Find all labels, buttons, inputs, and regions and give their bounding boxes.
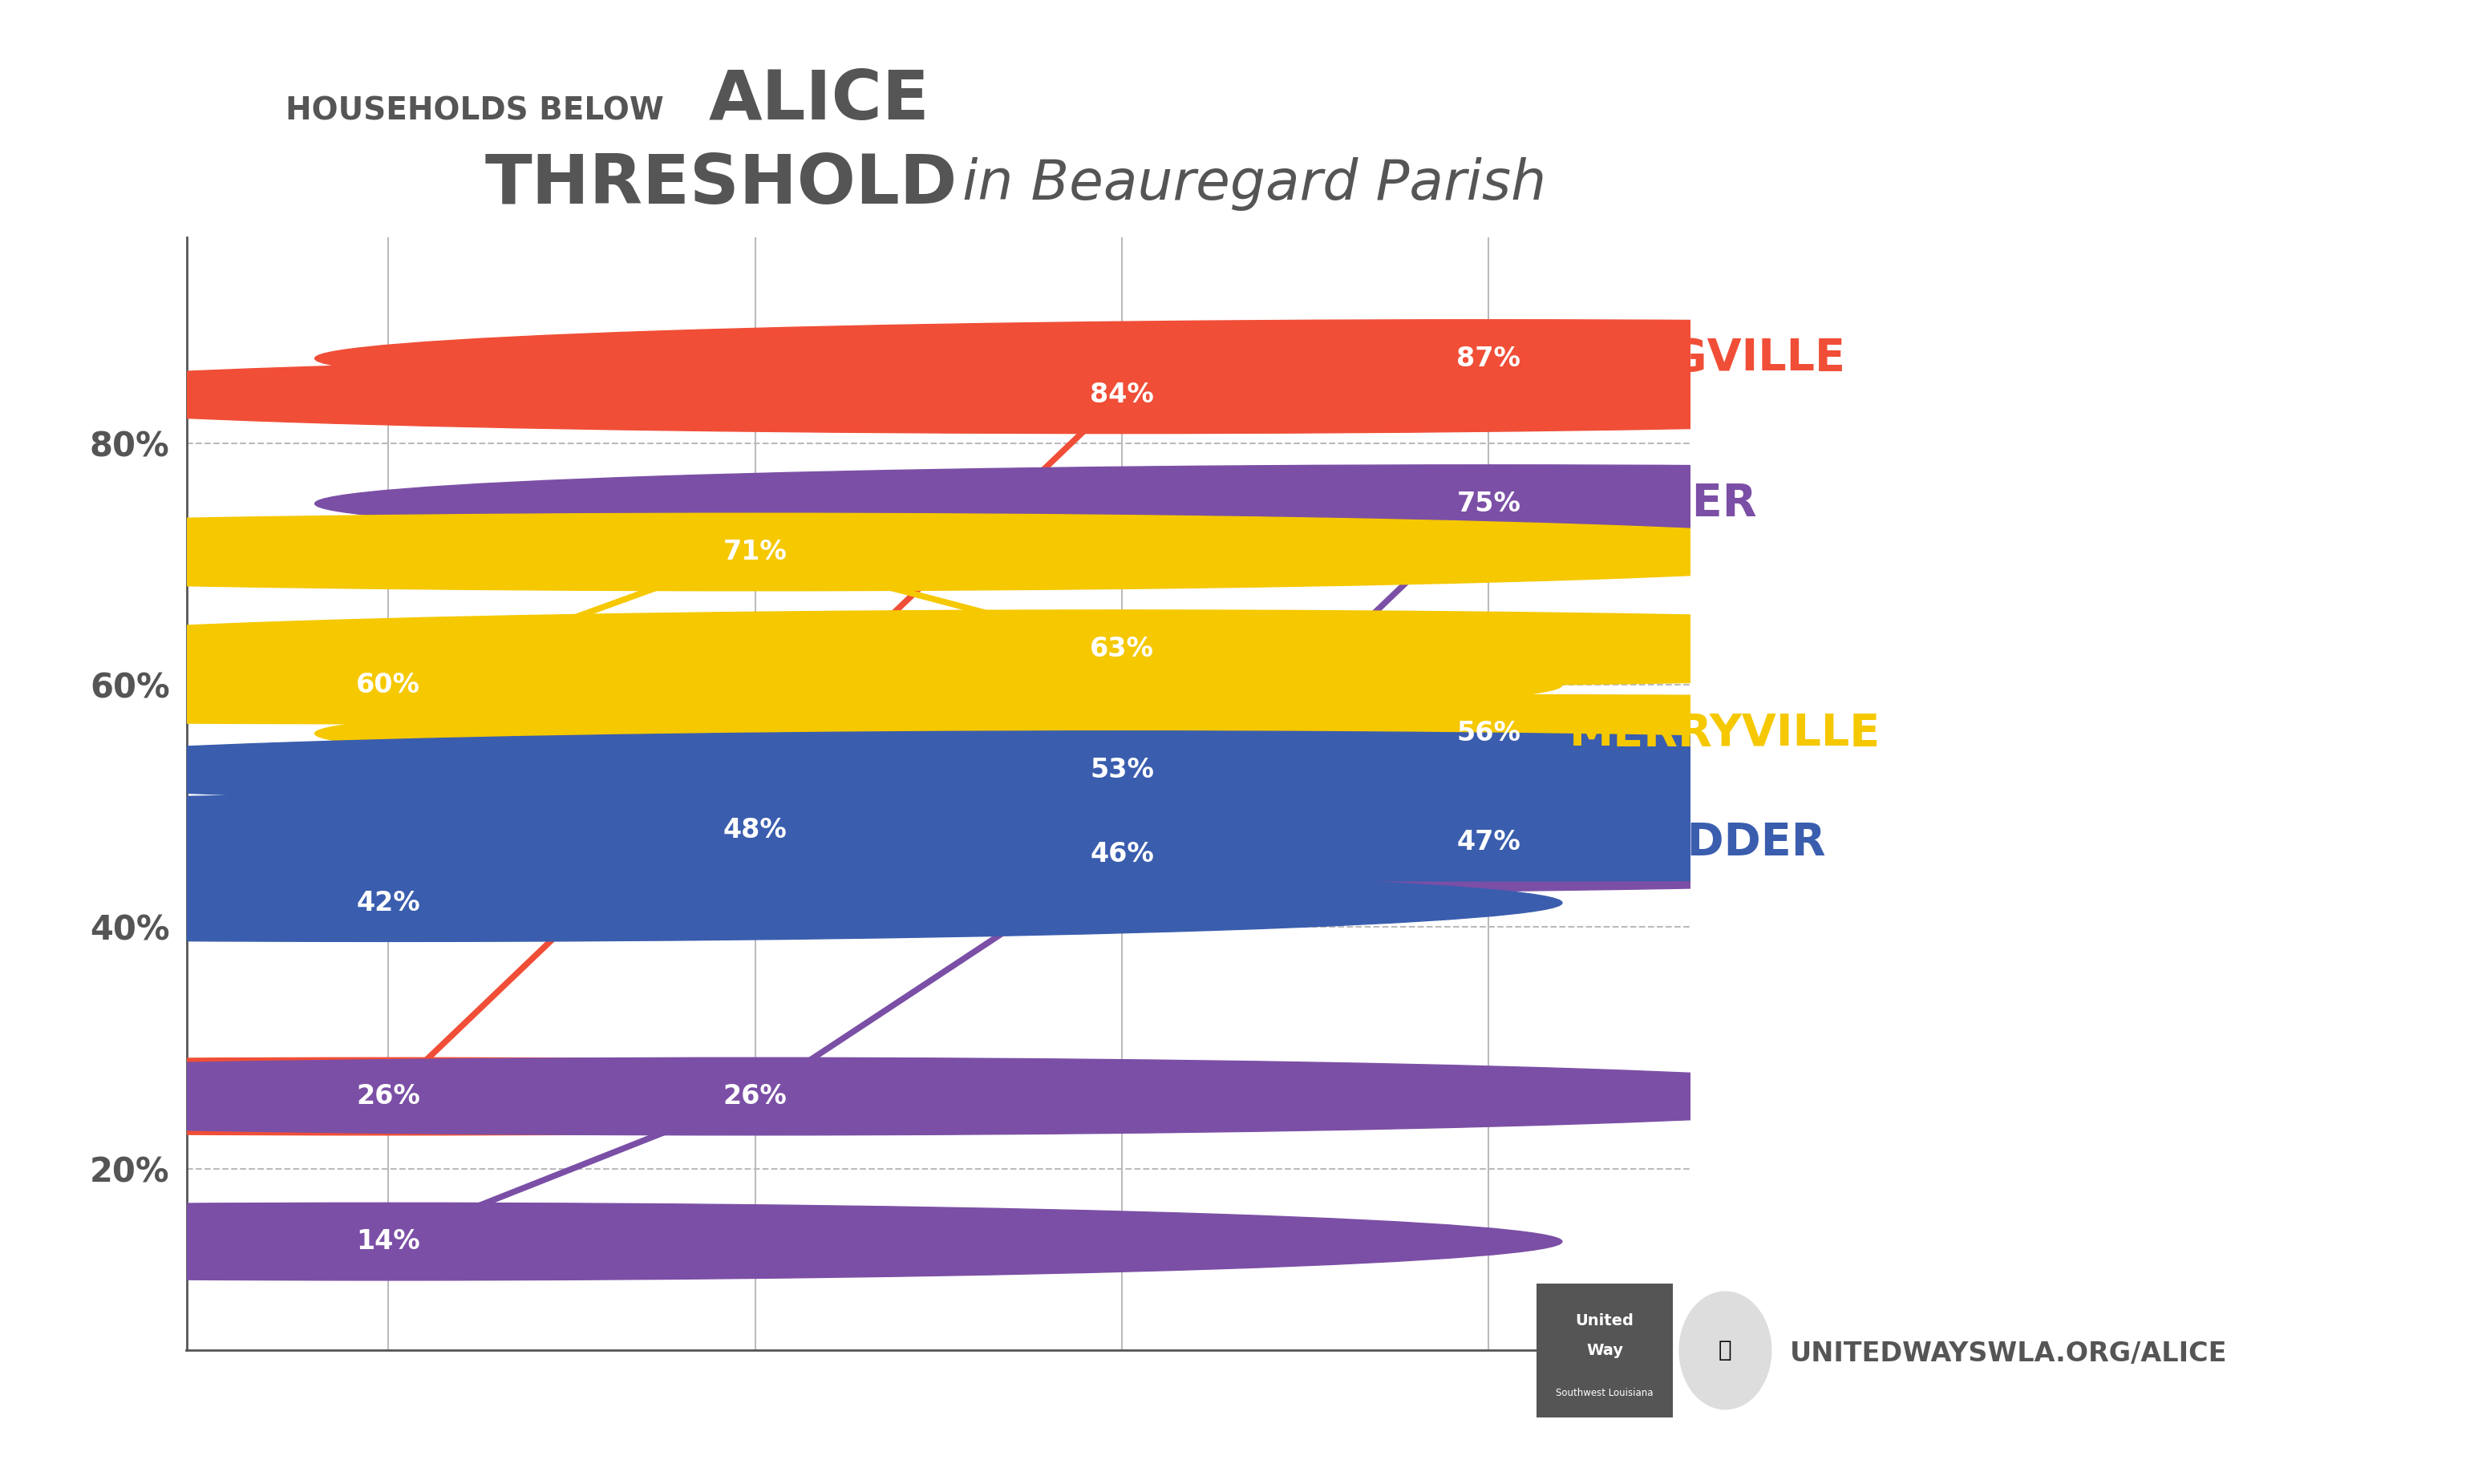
- Text: 14%: 14%: [355, 1229, 420, 1255]
- Text: DERIDDER: DERIDDER: [1569, 821, 1827, 864]
- Circle shape: [0, 1058, 1929, 1135]
- Text: 47%: 47%: [1457, 830, 1521, 856]
- Circle shape: [0, 732, 2295, 809]
- Text: Southwest Louisiana: Southwest Louisiana: [1556, 1388, 1653, 1398]
- Circle shape: [316, 319, 2486, 398]
- Text: Way: Way: [1586, 1343, 1623, 1358]
- Text: 26%: 26%: [723, 1083, 788, 1110]
- Circle shape: [0, 816, 2295, 893]
- Circle shape: [316, 695, 2486, 772]
- Text: 🌐: 🌐: [1718, 1339, 1733, 1362]
- Text: 63%: 63%: [1089, 635, 1154, 662]
- Text: 46%: 46%: [1089, 841, 1154, 868]
- Text: 56%: 56%: [1457, 720, 1521, 746]
- Circle shape: [316, 464, 2486, 542]
- Text: in Beauregard Parish: in Beauregard Parish: [945, 157, 1546, 211]
- Circle shape: [0, 864, 1561, 941]
- Circle shape: [0, 1204, 1561, 1281]
- Text: UNITEDWAYSWLA.ORG/ALICE: UNITEDWAYSWLA.ORG/ALICE: [1790, 1340, 2227, 1367]
- Circle shape: [0, 647, 1561, 724]
- Text: United: United: [1576, 1313, 1633, 1328]
- Text: 84%: 84%: [1089, 381, 1154, 408]
- Text: LONGVILLE: LONGVILLE: [1569, 337, 1847, 380]
- Text: 75%: 75%: [1457, 490, 1521, 516]
- Circle shape: [0, 1058, 1561, 1135]
- Text: 42%: 42%: [355, 889, 420, 916]
- Text: THRESHOLD: THRESHOLD: [485, 151, 957, 218]
- Circle shape: [1681, 1291, 1770, 1410]
- Text: 53%: 53%: [1089, 757, 1154, 784]
- Circle shape: [316, 804, 2486, 881]
- Text: 87%: 87%: [1457, 346, 1521, 371]
- Text: HOUSEHOLDS BELOW: HOUSEHOLDS BELOW: [286, 95, 664, 126]
- Text: 26%: 26%: [355, 1083, 420, 1110]
- Text: 71%: 71%: [723, 539, 788, 565]
- Circle shape: [0, 610, 2295, 687]
- Text: 48%: 48%: [723, 818, 788, 843]
- Circle shape: [0, 513, 1929, 591]
- Circle shape: [0, 356, 2295, 433]
- Text: MERRYVILLE: MERRYVILLE: [1569, 712, 1882, 755]
- Text: ALICE: ALICE: [709, 67, 930, 134]
- Circle shape: [0, 791, 1929, 870]
- Text: SINGER: SINGER: [1569, 482, 1758, 525]
- Text: 60%: 60%: [355, 672, 420, 699]
